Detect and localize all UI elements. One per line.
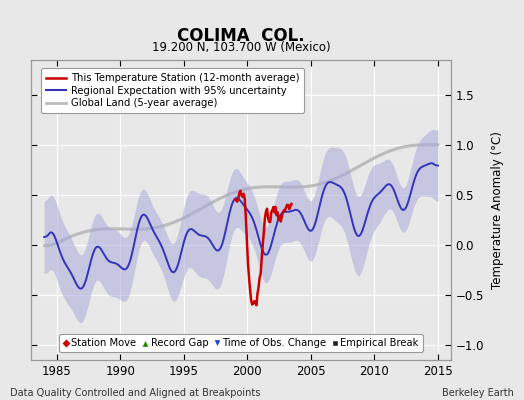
Y-axis label: Temperature Anomaly (°C): Temperature Anomaly (°C) (491, 131, 504, 289)
Text: Berkeley Earth: Berkeley Earth (442, 388, 514, 398)
Title: COLIMA  COL.: COLIMA COL. (177, 26, 305, 44)
Legend: Station Move, Record Gap, Time of Obs. Change, Empirical Break: Station Move, Record Gap, Time of Obs. C… (59, 334, 423, 352)
Text: 19.200 N, 103.700 W (Mexico): 19.200 N, 103.700 W (Mexico) (152, 41, 330, 54)
Text: Data Quality Controlled and Aligned at Breakpoints: Data Quality Controlled and Aligned at B… (10, 388, 261, 398)
